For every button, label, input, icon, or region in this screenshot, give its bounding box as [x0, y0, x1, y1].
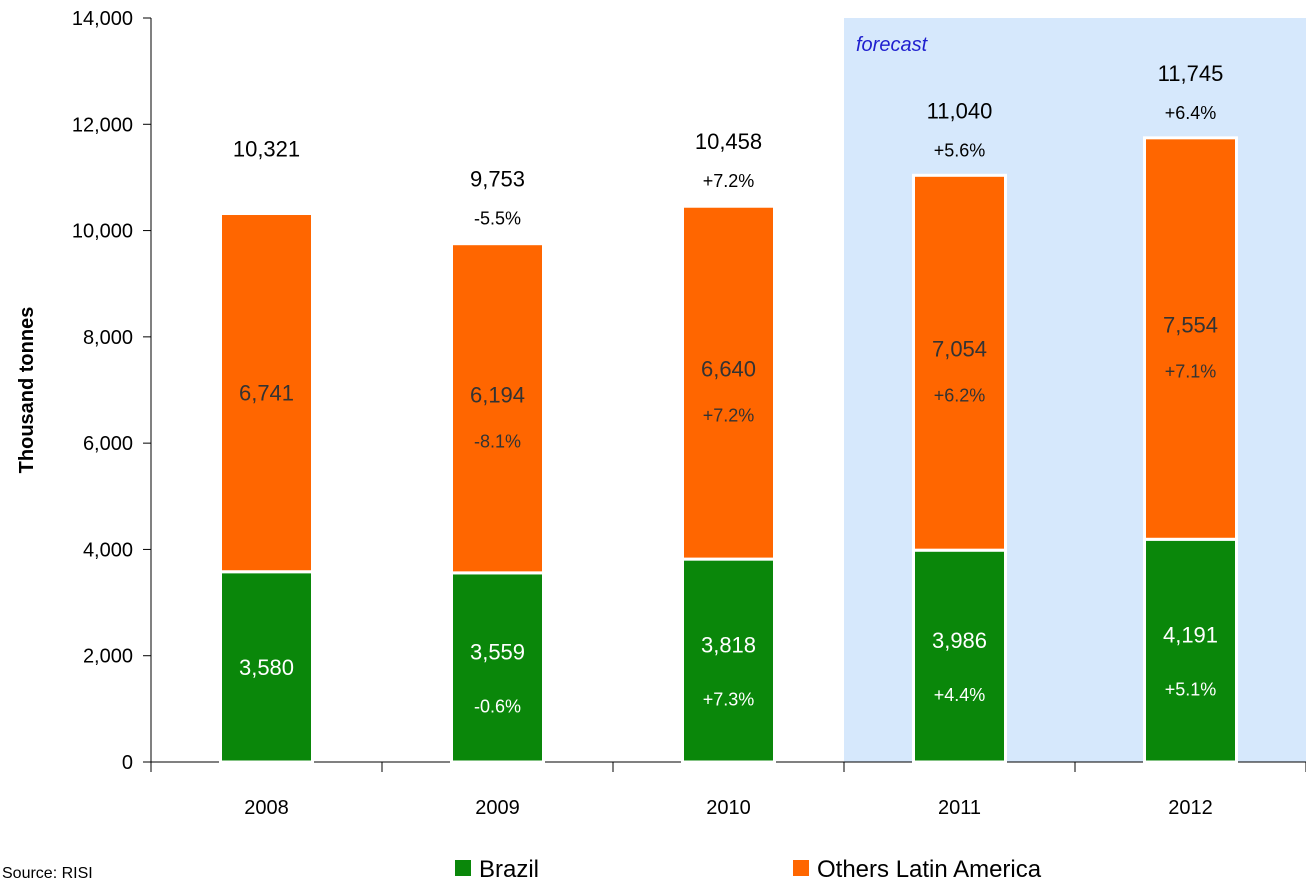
- x-tick-label: 2009: [475, 797, 520, 819]
- legend-item-brazil-label: Brazil: [479, 856, 539, 883]
- legend-item-brazil-swatch: [455, 860, 471, 876]
- y-tick-label: 6,000: [83, 433, 133, 455]
- brazil-change-label: +7.3%: [703, 690, 755, 710]
- x-tick-label: 2008: [244, 797, 289, 819]
- brazil-change-label: +4.4%: [934, 685, 986, 705]
- y-tick-label: 2,000: [83, 646, 133, 668]
- total-value-label: 9,753: [470, 167, 525, 192]
- forecast-label: forecast: [856, 34, 929, 56]
- bar-brazil: [681, 557, 776, 764]
- brazil-value-label: 4,191: [1163, 623, 1218, 648]
- total-change-label: +7.2%: [703, 171, 755, 191]
- total-change-label: +6.4%: [1165, 103, 1217, 123]
- brazil-value-label: 3,818: [701, 633, 756, 658]
- total-value-label: 11,745: [1158, 61, 1224, 86]
- bar-brazil: [450, 571, 545, 764]
- bar-others-latin-america: [450, 242, 545, 575]
- total-change-label: -5.5%: [474, 209, 521, 229]
- legend: Brazil Others Latin America: [455, 856, 1042, 883]
- y-tick-label: 4,000: [83, 539, 133, 561]
- others-change-label: +6.2%: [934, 386, 986, 406]
- y-tick-label: 0: [122, 752, 133, 774]
- others-value-label: 6,194: [470, 382, 525, 407]
- brazil-change-label: +5.1%: [1165, 680, 1217, 700]
- bar-brazil: [912, 548, 1007, 764]
- x-tick-label: 2010: [706, 797, 751, 819]
- brazil-value-label: 3,559: [470, 639, 525, 664]
- brazil-value-label: 3,986: [932, 628, 987, 653]
- bar-others-latin-america: [219, 212, 314, 574]
- bar-others-latin-america: [912, 173, 1007, 552]
- total-value-label: 11,040: [927, 98, 993, 123]
- y-tick-label: 12,000: [72, 114, 133, 136]
- y-axis-label: Thousand tonnes: [16, 307, 38, 474]
- others-value-label: 6,741: [239, 381, 294, 406]
- x-tick-label: 2011: [938, 797, 981, 819]
- total-value-label: 10,321: [233, 137, 300, 162]
- others-value-label: 6,640: [701, 357, 756, 382]
- others-value-label: 7,054: [932, 337, 987, 362]
- bar-brazil: [1143, 537, 1238, 764]
- y-tick-label: 8,000: [83, 327, 133, 349]
- source-note: Source: RISI: [2, 865, 93, 882]
- others-change-label: +7.1%: [1165, 362, 1217, 382]
- legend-item-others-latin-america-swatch: [793, 860, 809, 876]
- total-change-label: +5.6%: [934, 140, 986, 160]
- y-tick-label: 14,000: [72, 8, 133, 30]
- others-value-label: 7,554: [1163, 313, 1218, 338]
- others-change-label: +7.2%: [703, 406, 755, 426]
- total-value-label: 10,458: [695, 129, 762, 154]
- bar-others-latin-america: [1143, 136, 1238, 541]
- x-tick-label: 2012: [1168, 797, 1213, 819]
- brazil-value-label: 3,580: [239, 655, 294, 680]
- y-tick-label: 10,000: [72, 221, 133, 243]
- others-change-label: -8.1%: [474, 431, 521, 451]
- legend-item-others-latin-america-label: Others Latin America: [817, 856, 1042, 883]
- brazil-change-label: -0.6%: [474, 696, 521, 716]
- bar-others-latin-america: [681, 204, 776, 561]
